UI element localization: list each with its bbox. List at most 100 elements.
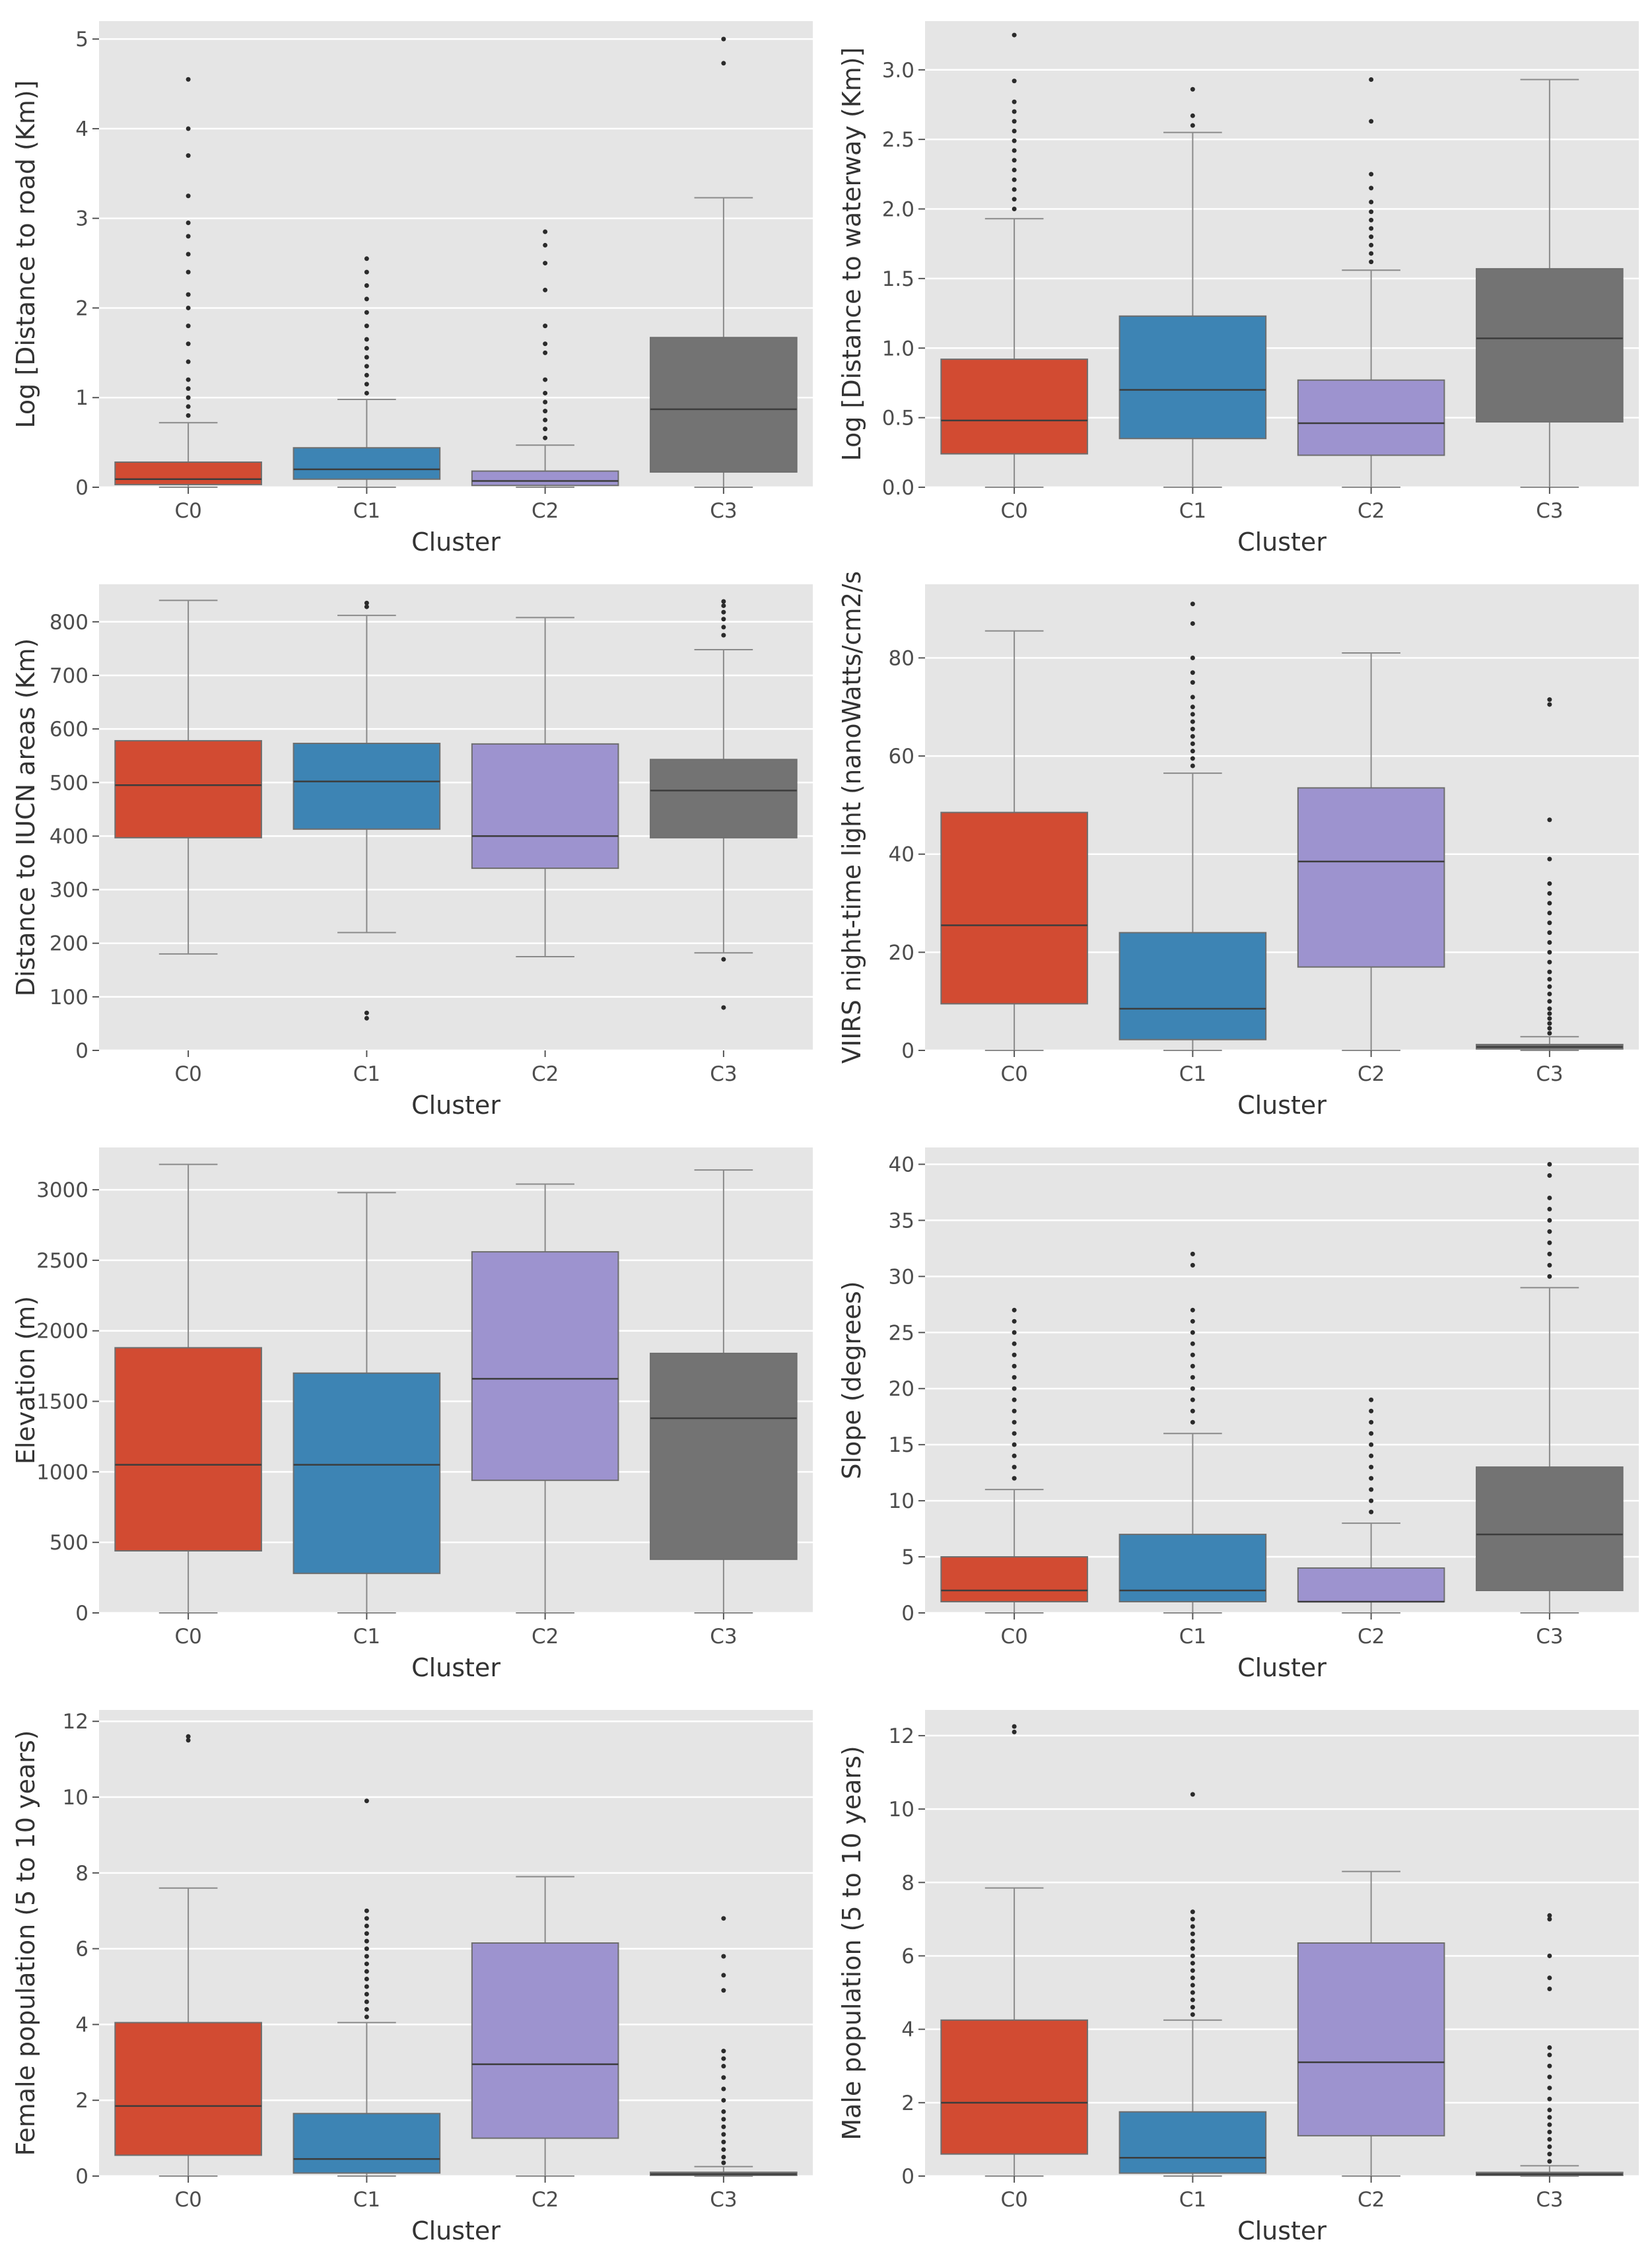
outlier-point [364,1962,369,1967]
outlier-point [1369,1487,1374,1492]
y-tick-label: 2 [75,296,88,320]
outlier-point [1012,207,1017,212]
y-tick-label: 12 [889,1724,914,1748]
y-tick-label: 0 [901,2165,914,2189]
outlier-point [1190,1961,1195,1966]
outlier-point [364,337,369,342]
outlier-point [1190,1262,1195,1268]
outlier-point [1369,1442,1374,1447]
y-tick-label: 40 [889,843,914,867]
outlier-point [1369,1453,1374,1458]
outlier-point [1547,940,1552,945]
y-tick-label: 2 [75,2089,88,2113]
outlier-point [186,77,191,82]
y-tick-label: 3000 [36,1178,88,1202]
outlier-point [186,193,191,199]
x-axis-title: Cluster [1237,1653,1326,1682]
outlier-point [1369,172,1374,177]
panel-elevation: 0 500 1000 1500 2000 2500 3000 C0 C1 C2 C3 Cluster E… [11,1147,813,1682]
box-C0 [940,32,1088,488]
x-tick-label: C1 [353,2188,380,2212]
outlier-point [1369,1464,1374,1470]
box-body [940,358,1088,455]
outlier-point [1012,119,1017,124]
outlier-point [186,377,191,382]
box-C0 [114,1734,262,2177]
outlier-point [543,435,548,440]
outlier-point [721,2154,726,2160]
outlier-point [721,2124,726,2129]
outlier-point [364,256,369,261]
outlier-point [1190,86,1195,92]
outlier-point [364,1969,369,1974]
outlier-point [1190,1792,1195,1797]
box-C3 [650,36,798,488]
y-axis-title: Female population (5 to 10 years) [11,1730,40,2156]
outlier-point [186,1738,191,1743]
outlier-point [1547,2159,1552,2164]
outlier-point [1547,2086,1552,2091]
outlier-point [1547,1274,1552,1279]
outlier-point [1190,1408,1195,1414]
y-tick-label: 4 [901,2018,914,2042]
y-tick-label: 800 [50,611,88,634]
y-axis-title: Log [Distance to road (Km)] [11,80,40,428]
outlier-point [721,2117,726,2122]
box-body [471,1251,619,1482]
outlier-point [186,1734,191,1739]
y-tick-label: 3 [75,207,88,231]
y-tick-label: 500 [50,1531,88,1555]
box-body [293,447,441,480]
x-tick-label: C3 [1536,499,1563,523]
outlier-point [1547,1021,1552,1026]
outlier-point [1012,187,1017,192]
box-C1 [293,1798,441,2177]
outlier-point [1547,2129,1552,2134]
outlier-point [721,632,726,638]
box-C0 [114,77,262,488]
y-tick-label: 2 [901,2092,914,2115]
y-tick-label: 2000 [36,1320,88,1344]
outlier-point [1547,1016,1552,1021]
y-tick-label: 10 [889,1489,914,1513]
outlier-point [1369,234,1374,240]
outlier-point [1547,2063,1552,2068]
outlier-point [721,599,726,604]
y-tick-label: 10 [889,1798,914,1822]
outlier-point [1012,109,1017,114]
y-tick-label: 10 [63,1786,88,1810]
y-tick-label: 20 [889,941,914,965]
outlier-point [186,305,191,310]
outlier-point [1190,1251,1195,1256]
outlier-point [721,1916,726,1921]
outlier-point [1547,2074,1552,2080]
y-tick-label: 1.5 [882,267,914,291]
box-C1 [1119,1792,1267,2177]
y-tick-label: 0 [901,1602,914,1625]
outlier-point [1547,1161,1552,1167]
outlier-point [1547,1206,1552,1211]
outlier-point [1012,177,1017,182]
box-body [1476,1466,1624,1592]
outlier-point [1547,891,1552,896]
y-tick-label: 2.0 [882,198,914,222]
outlier-point [1369,119,1374,124]
panel-female: 0 2 4 6 8 10 12 C0 C1 C2 C3 Cluster Female populatio… [11,1710,813,2245]
outlier-point [1190,749,1195,754]
x-tick-label: C0 [1000,1062,1027,1086]
y-axis-title: Elevation (m) [11,1296,40,1464]
x-tick-label: C1 [1179,499,1206,523]
panel-viirs: 0 20 40 60 80 C0 C1 C2 C3 Cluster VIIRS night-time… [837,571,1639,1120]
box-C2 [471,1183,619,1614]
outlier-point [543,242,548,248]
outlier-point [186,126,191,131]
outlier-point [1190,601,1195,607]
outlier-point [364,1010,369,1015]
outlier-point [1547,1229,1552,1234]
outlier-point [543,399,548,405]
y-tick-label: 500 [50,771,88,795]
outlier-point [721,2064,726,2069]
outlier-point [1190,741,1195,747]
outlier-point [721,2139,726,2144]
outlier-point [1369,251,1374,256]
